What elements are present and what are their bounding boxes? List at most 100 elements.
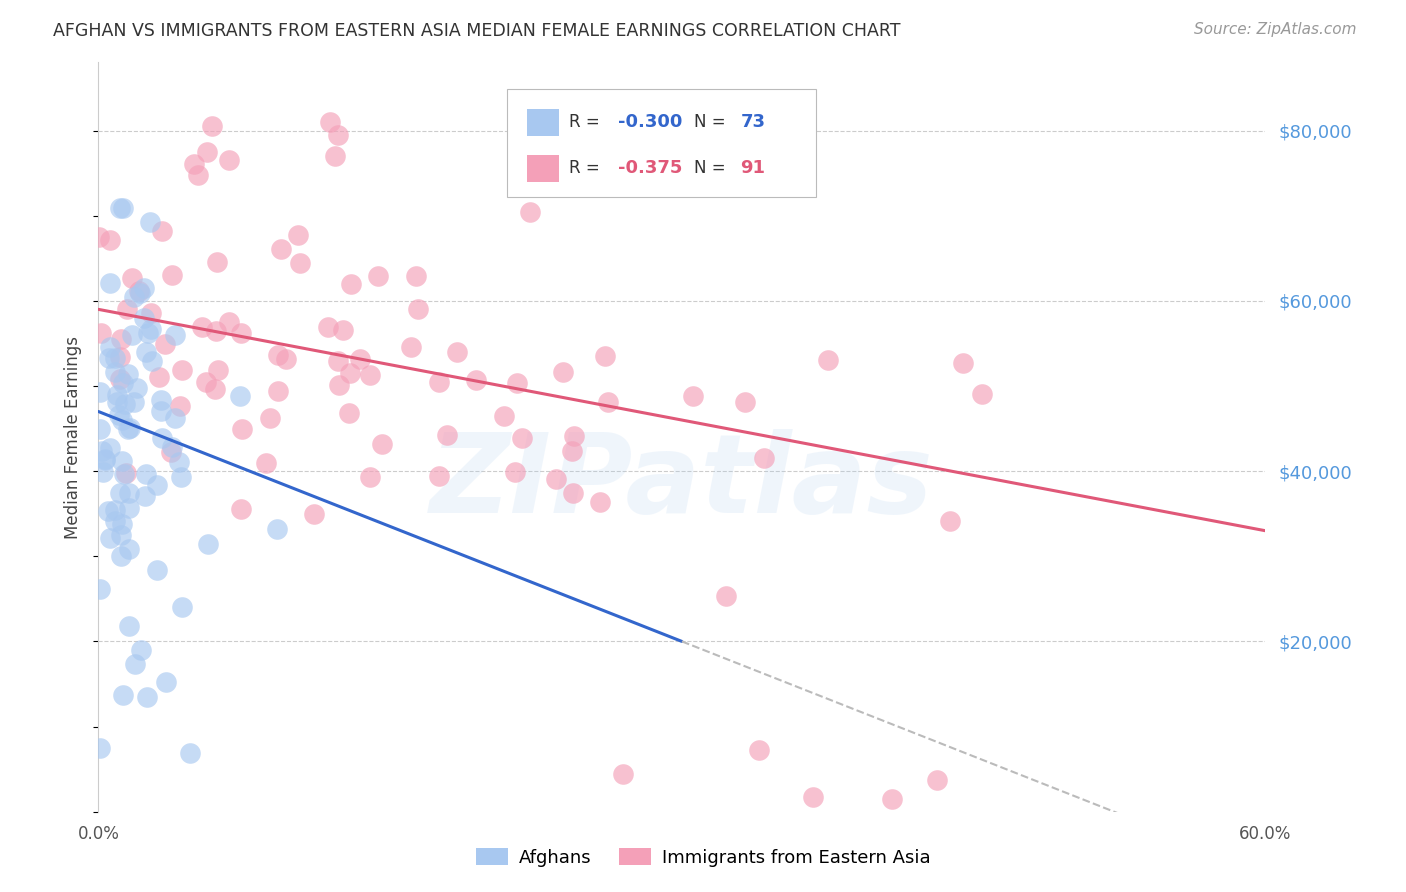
Point (124, 657, 146, 672)
Point (139, 322, 162, 336)
Point (148, 370, 170, 384)
Point (114, 397, 136, 411)
Point (136, 690, 159, 705)
Point (270, 242, 292, 256)
Point (153, 337, 176, 351)
Point (132, 281, 155, 295)
Point (117, 486, 139, 500)
Point (121, 271, 143, 285)
Point (110, 332, 132, 346)
Point (108, 201, 131, 215)
Point (104, 503, 127, 517)
Point (169, 399, 191, 413)
Point (111, 413, 134, 427)
Point (589, 494, 612, 508)
Point (97, 504, 120, 518)
Point (90, 444, 112, 458)
Point (593, 349, 616, 363)
Point (98, 442, 121, 456)
Point (118, 619, 141, 633)
Point (89, 740, 111, 755)
Point (89, 385, 111, 400)
Point (122, 394, 145, 409)
Point (927, 773, 949, 788)
Point (94, 452, 117, 467)
Point (183, 157, 205, 171)
Point (149, 392, 172, 407)
Point (339, 366, 361, 380)
Point (132, 310, 155, 325)
Point (134, 489, 156, 503)
Point (276, 352, 298, 367)
Point (111, 376, 134, 391)
Point (105, 388, 128, 402)
Point (98, 531, 121, 545)
Point (136, 326, 159, 340)
Point (938, 514, 960, 528)
Point (561, 486, 583, 500)
Point (118, 421, 141, 435)
Point (259, 410, 281, 425)
Point (91, 465, 114, 479)
Point (111, 201, 134, 215)
Point (288, 256, 311, 270)
Text: R =: R = (568, 113, 605, 131)
Point (98, 276, 121, 290)
Point (367, 268, 389, 283)
Text: 73: 73 (741, 113, 765, 131)
Point (167, 455, 190, 469)
Point (551, 365, 574, 379)
Point (195, 145, 218, 159)
Point (231, 502, 253, 516)
Point (748, 743, 770, 757)
Point (117, 542, 139, 557)
Point (135, 344, 157, 359)
Point (135, 467, 157, 481)
Point (170, 600, 193, 615)
Point (503, 465, 526, 479)
Point (510, 431, 533, 445)
Text: Source: ZipAtlas.com: Source: ZipAtlas.com (1194, 22, 1357, 37)
Point (465, 373, 488, 387)
Point (254, 456, 277, 470)
Point (359, 368, 381, 382)
Point (170, 363, 193, 377)
Text: -0.300: -0.300 (617, 113, 682, 131)
Point (110, 528, 132, 542)
Point (146, 477, 169, 491)
Point (332, 323, 354, 337)
Point (139, 306, 162, 320)
Point (104, 514, 127, 528)
Point (163, 411, 186, 425)
Point (405, 269, 427, 284)
Point (562, 429, 585, 443)
Point (266, 348, 288, 362)
Point (160, 268, 183, 282)
Point (108, 372, 131, 386)
Point (160, 440, 183, 454)
Point (371, 436, 394, 450)
Point (304, 507, 326, 521)
Point (117, 367, 139, 381)
Point (427, 468, 450, 483)
Point (204, 382, 226, 396)
Point (160, 444, 183, 458)
Point (110, 549, 132, 563)
Text: N =: N = (693, 113, 731, 131)
Point (266, 384, 288, 399)
Point (319, 115, 342, 129)
Point (187, 168, 209, 182)
Point (359, 470, 381, 484)
Point (436, 428, 458, 442)
Point (328, 378, 350, 392)
Point (399, 341, 422, 355)
Point (218, 153, 240, 168)
Point (205, 324, 228, 338)
Point (112, 467, 135, 482)
Point (544, 472, 567, 486)
Point (111, 453, 134, 467)
Point (429, 376, 451, 390)
Point (328, 353, 350, 368)
Point (734, 395, 756, 409)
Point (93, 453, 115, 467)
